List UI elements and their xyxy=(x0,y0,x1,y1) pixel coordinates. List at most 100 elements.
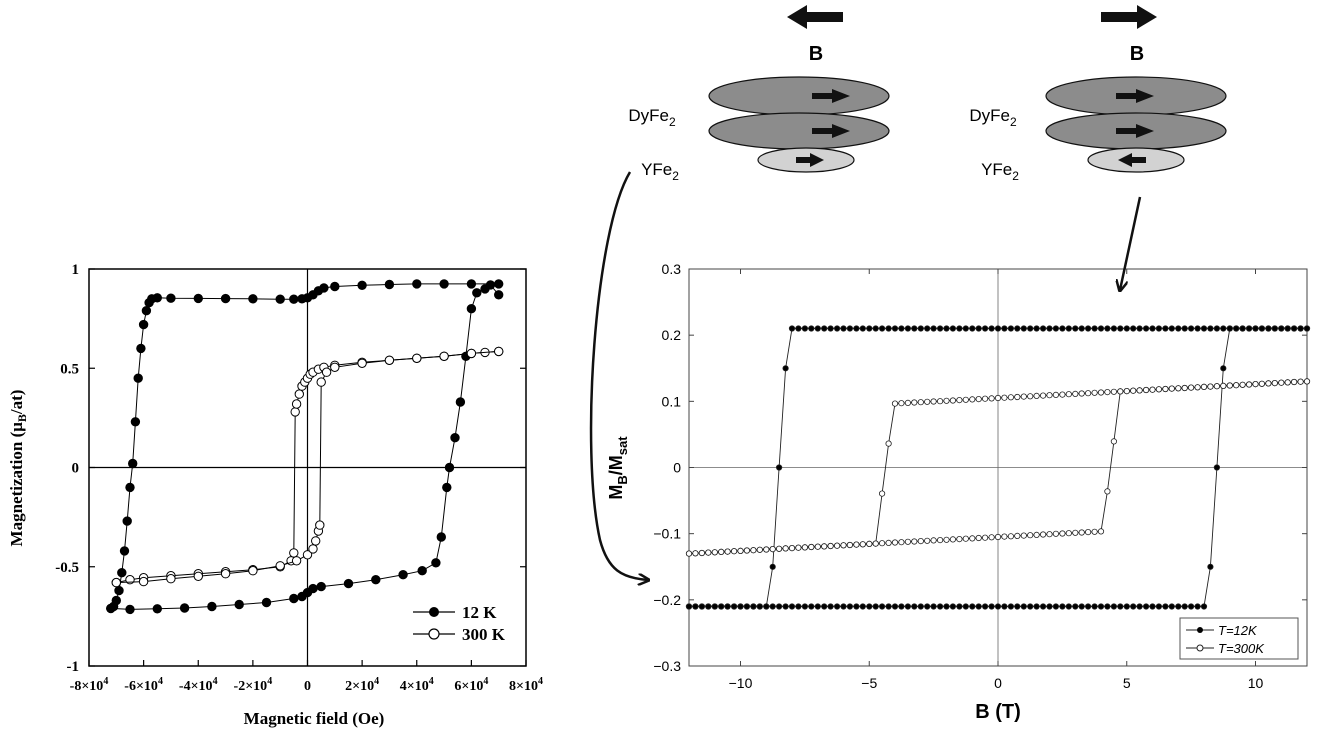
field-arrow-right xyxy=(1101,5,1157,29)
left-series-1-point xyxy=(275,561,285,571)
right-series-0-point xyxy=(730,603,738,610)
left-series-0-point xyxy=(417,566,427,576)
left-series-1-point xyxy=(248,566,258,576)
right-series-0-point xyxy=(1213,464,1221,471)
right-series-0-point xyxy=(1046,603,1053,610)
right-series-1-point xyxy=(994,533,1002,541)
left-series-1-point xyxy=(289,548,299,558)
right-series-0-point xyxy=(1130,325,1137,332)
right-series-1-point xyxy=(1200,383,1208,390)
left-series-0-point xyxy=(371,575,381,585)
right-chart-series xyxy=(685,325,1311,610)
right-series-1-point xyxy=(1246,381,1253,388)
right-series-0-point xyxy=(1072,325,1079,332)
right-series-0-point xyxy=(775,603,783,610)
right-series-0-point xyxy=(1104,603,1111,610)
left-series-0-point xyxy=(472,288,482,298)
left-series-0-point xyxy=(398,570,408,580)
right-series-0-point xyxy=(1291,325,1298,332)
right-series-0-point xyxy=(981,325,989,332)
left-series-0-point xyxy=(316,581,326,592)
right-series-0-point xyxy=(1143,603,1150,610)
right-series-1-point xyxy=(936,398,944,405)
left-series-0-point xyxy=(436,532,446,542)
left-series-0-point xyxy=(289,593,299,604)
right-series-0-point xyxy=(943,325,950,332)
right-series-0-point xyxy=(924,325,931,332)
right-series-0-point xyxy=(1052,603,1060,610)
right-series-0-point xyxy=(1220,365,1227,372)
left-series-1-point xyxy=(302,550,313,560)
right-series-1-point xyxy=(1065,530,1072,537)
right-series-0-point xyxy=(1233,325,1240,332)
right-series-0-point xyxy=(1168,603,1175,610)
left-series-1-point xyxy=(330,362,340,372)
right-series-1-point xyxy=(885,440,892,447)
right-series-1-point xyxy=(936,536,944,544)
connector-arrow-curved xyxy=(589,171,648,580)
right-series-1-point xyxy=(1007,533,1015,540)
left-series-0-point xyxy=(442,482,452,493)
right-series-1-point xyxy=(1175,385,1182,392)
right-series-1-point xyxy=(1117,388,1124,395)
right-ytick-label: −0.3 xyxy=(653,658,681,674)
right-series-0-point xyxy=(891,603,899,610)
right-series-1-point xyxy=(846,541,854,549)
left-series-0-point xyxy=(494,279,504,289)
right-series-1-point xyxy=(1020,393,1027,400)
right-series-0-point xyxy=(846,603,854,610)
left-ytick-label: 0 xyxy=(72,461,80,477)
right-series-1-point xyxy=(808,543,815,551)
left-series-0-point xyxy=(439,279,449,289)
right-series-0-point xyxy=(1085,325,1092,332)
right-series-0-point xyxy=(1297,325,1304,332)
right-series-0-point xyxy=(962,325,969,332)
right-ytick-label: 0.3 xyxy=(662,261,682,277)
legend-label-12k: 12 K xyxy=(462,603,497,622)
left-series-0-point xyxy=(111,595,122,606)
right-series-1-point xyxy=(1001,394,1008,401)
left-chart-ylabel: Magnetization (μB/at) xyxy=(7,390,29,547)
right-series-0-point xyxy=(1027,325,1034,332)
yfe2-moment-arrow-left xyxy=(796,153,824,167)
right-series-1-point xyxy=(962,535,969,542)
right-series-1-point xyxy=(1303,378,1311,385)
right-series-0-point xyxy=(1085,603,1092,610)
right-series-1-point xyxy=(1155,386,1163,393)
left-series-0-point xyxy=(130,417,141,427)
right-series-1-point xyxy=(1213,383,1221,390)
right-series-0-point xyxy=(866,325,873,332)
left-series-0-point xyxy=(125,482,135,493)
right-ytick-label: 0.1 xyxy=(662,393,682,409)
right-series-0-point xyxy=(1175,325,1182,332)
right-series-1-point xyxy=(1033,531,1040,539)
left-series-0-point xyxy=(343,578,354,589)
right-series-1-point xyxy=(853,541,860,548)
right-series-0-point xyxy=(872,603,879,610)
right-series-0-point xyxy=(917,603,924,610)
right-series-1-point xyxy=(775,545,783,552)
right-series-0-point xyxy=(1239,325,1246,332)
left-series-0-point xyxy=(220,293,231,304)
right-series-1-point xyxy=(911,538,918,545)
yfe2-moment-arrow-right xyxy=(1118,153,1146,167)
right-series-1-point xyxy=(994,394,1002,402)
right-series-0-point xyxy=(936,325,944,332)
right-series-1-point xyxy=(962,396,969,403)
right-series-1-point xyxy=(711,549,718,556)
left-ytick-label: -0.5 xyxy=(55,560,79,576)
right-series-0-point xyxy=(1181,603,1188,610)
right-series-0-point xyxy=(936,603,944,610)
left-series-0-point xyxy=(133,373,143,383)
right-series-1-point xyxy=(1027,393,1034,400)
right-series-0-point xyxy=(1065,325,1072,332)
left-series-0-point xyxy=(330,281,340,292)
left-xtick-label: -8×104 xyxy=(70,676,109,694)
right-chart-axes xyxy=(689,269,1307,666)
left-xtick-label: 0 xyxy=(304,679,311,694)
right-series-0-point xyxy=(962,603,969,610)
right-series-1-point xyxy=(718,548,725,556)
right-series-0-point xyxy=(904,603,912,610)
right-series-0-point xyxy=(1117,603,1124,610)
right-series-0-point xyxy=(885,325,892,332)
